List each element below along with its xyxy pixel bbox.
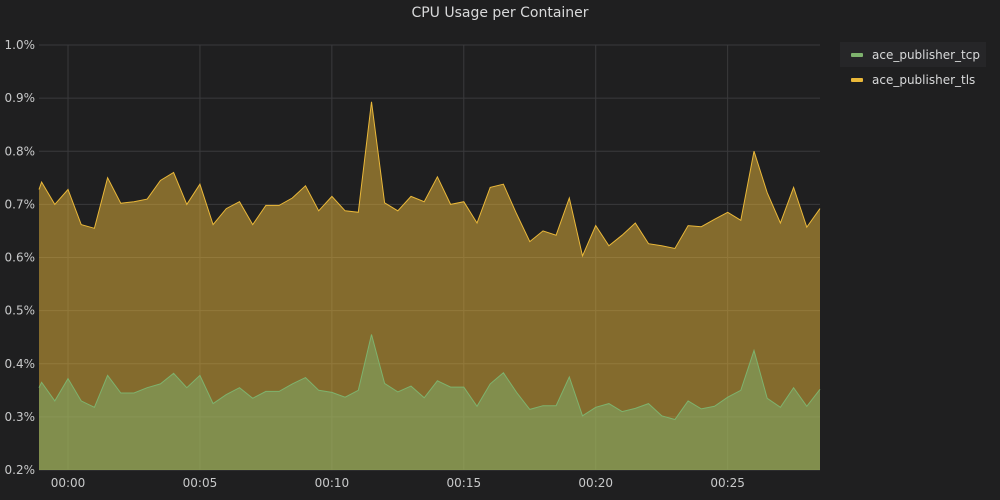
legend-item-ace-publisher-tls[interactable]: ace_publisher_tls <box>840 67 986 92</box>
y-tick-label: 0.4% <box>5 357 36 371</box>
legend-item-ace-publisher-tcp[interactable]: ace_publisher_tcp <box>840 42 986 67</box>
series-area-ace-publisher-tcp <box>39 334 820 470</box>
x-tick-label: 00:20 <box>578 476 613 490</box>
series-line-ace-publisher-tls[interactable] <box>38 101 821 258</box>
legend-label: ace_publisher_tls <box>872 72 976 87</box>
x-axis-labels: 00:00 00:05 00:10 00:15 00:20 00:25 <box>51 476 745 490</box>
legend-label: ace_publisher_tcp <box>872 47 980 62</box>
legend: ace_publisher_tcp ace_publisher_tls <box>840 42 986 92</box>
y-tick-label: 0.7% <box>5 197 36 211</box>
y-tick-label: 0.3% <box>5 410 36 424</box>
x-tick-label: 00:00 <box>51 476 86 490</box>
legend-swatch <box>851 77 863 82</box>
x-tick-label: 00:15 <box>447 476 482 490</box>
x-tick-label: 00:05 <box>183 476 218 490</box>
y-tick-label: 0.8% <box>5 144 36 158</box>
y-axis-labels: 0.2% 0.3% 0.4% 0.5% 0.6% 0.7% 0.8% 0.9% 1.0% <box>5 38 36 477</box>
legend-swatch <box>851 52 863 57</box>
series-areas <box>38 101 821 471</box>
x-tick-label: 00:25 <box>710 476 745 490</box>
y-tick-label: 0.9% <box>5 91 36 105</box>
y-tick-label: 0.5% <box>5 304 36 318</box>
y-tick-label: 1.0% <box>5 38 36 52</box>
panel-title: CPU Usage per Container <box>411 5 589 21</box>
y-tick-label: 0.2% <box>5 463 36 477</box>
series-area-ace-publisher-tls <box>39 101 820 471</box>
x-tick-label: 00:10 <box>315 476 350 490</box>
series-line-ace-publisher-tcp[interactable] <box>38 334 821 421</box>
y-tick-label: 0.6% <box>5 251 36 265</box>
